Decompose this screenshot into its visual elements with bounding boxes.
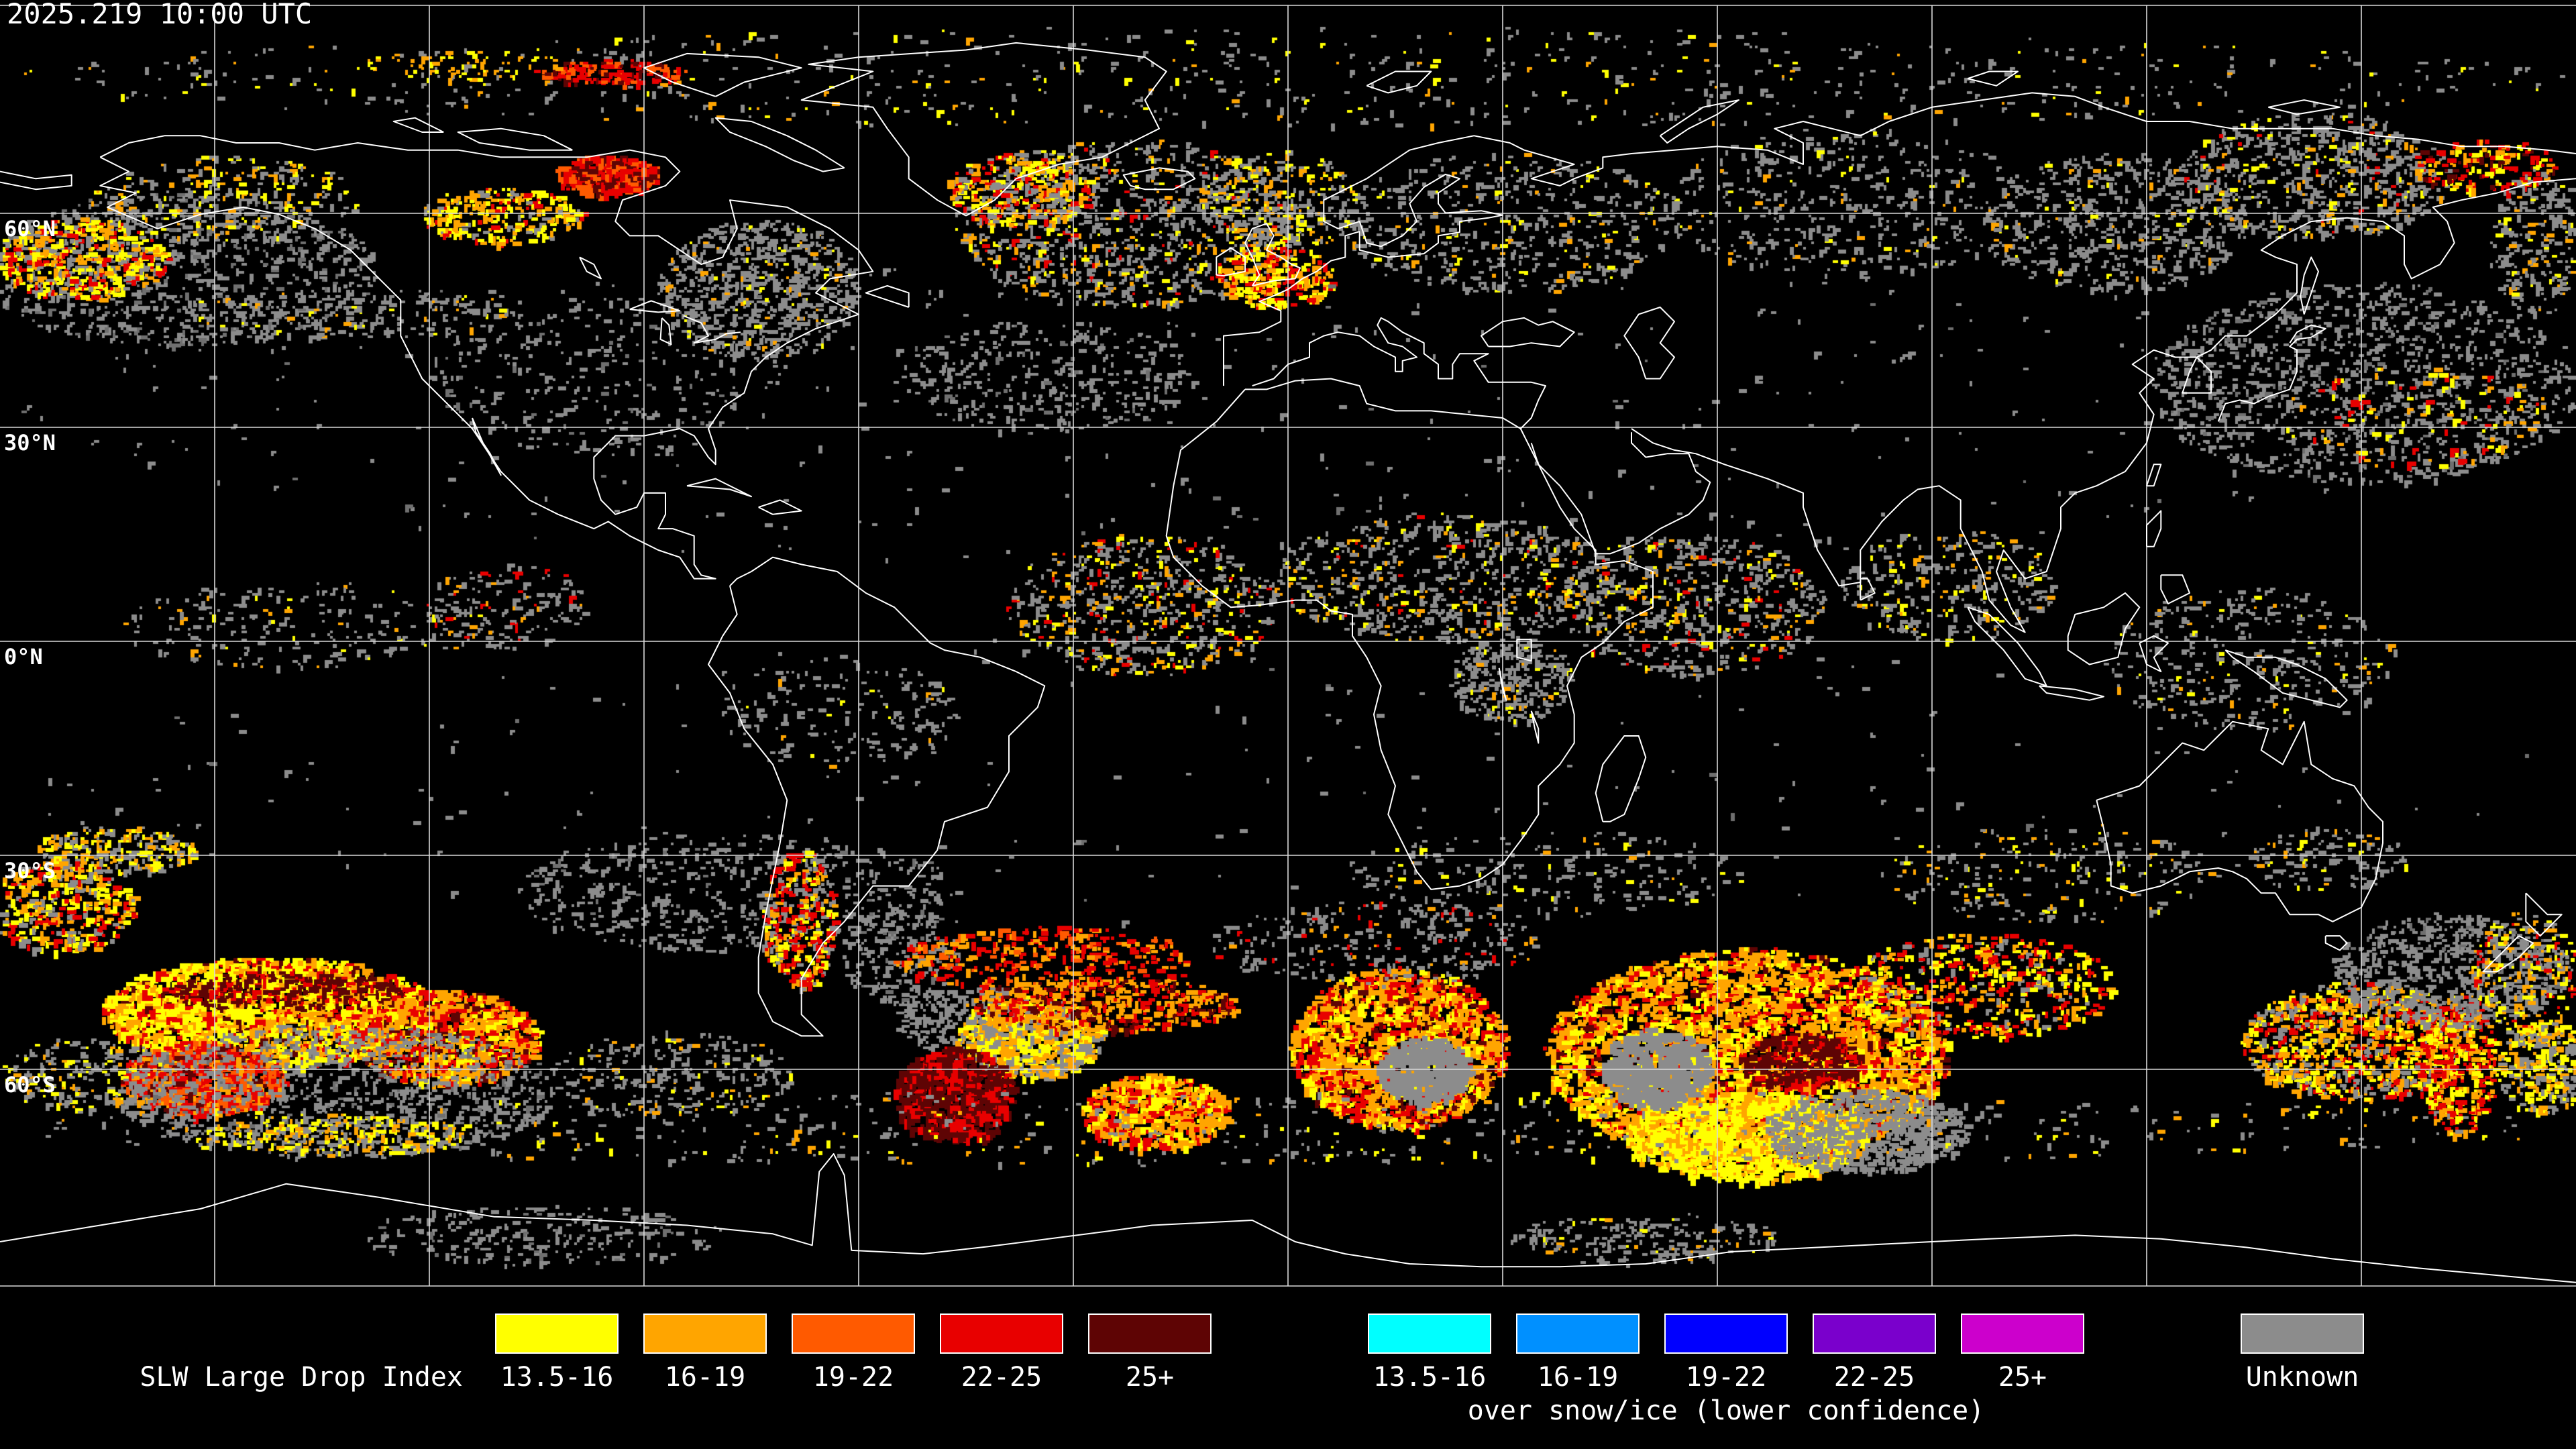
coastline-iceland [1122, 167, 1196, 191]
legend-swatch-standard-25+ [1088, 1313, 1212, 1354]
legend-range-standard-16-19: 16-19 [664, 1362, 746, 1393]
coastline-black-sea [1481, 317, 1575, 347]
coastline-hispaniola [758, 499, 802, 515]
coastline-newfoundland [865, 285, 910, 308]
legend-range-standard-19-22: 19-22 [812, 1362, 894, 1393]
coastline-sumatra [1967, 606, 2047, 687]
legend-range-snow-ice-16-19: 16-19 [1537, 1362, 1619, 1393]
coastline-lake-superior [629, 300, 681, 313]
legend-range-snow-ice-19-22: 19-22 [1685, 1362, 1767, 1393]
coastline-new-guinea [2224, 649, 2348, 708]
legend-swatch-snow-ice-25+ [1961, 1313, 2084, 1354]
coastline-baffin-island [714, 117, 845, 172]
coastline-asia-east [1631, 178, 2576, 633]
coastline-sri-lanka [1860, 578, 1876, 601]
coastline-lake-winnipeg [579, 256, 602, 280]
coastline-lake-malawi [1530, 710, 1540, 744]
coastline-sulawesi [2139, 635, 2169, 673]
coastline-madagascar [1595, 735, 1647, 822]
coastline-lake-victoria [1516, 639, 1532, 662]
legend-range-snow-ice-13.5-16: 13.5-16 [1373, 1362, 1487, 1393]
legend-swatch-standard-22-25 [940, 1313, 1063, 1354]
coastline-tasmania [2324, 935, 2348, 951]
legend-swatch-snow-ice-13.5-16 [1368, 1313, 1491, 1354]
coastline-new-siberian-islands [2268, 99, 2341, 115]
coastline-borneo [2067, 592, 2141, 665]
lat-label-30n: 30°N [4, 430, 56, 455]
coastline-java [2039, 685, 2104, 701]
legend-snowice-caption: over snow/ice (lower confidence) [1467, 1395, 1985, 1426]
coastline-greenland [800, 42, 1167, 217]
lat-label-0n: 0°N [4, 644, 43, 669]
coastline-japan [2217, 324, 2326, 422]
coastline-luzon [2146, 510, 2162, 547]
coastline-novaya-zemlya [1659, 99, 1739, 144]
coastline-mindanao [2160, 574, 2190, 604]
coastline-ireland [1216, 247, 1246, 277]
coastline-victoria-island [457, 127, 573, 151]
coastline-cuba [686, 478, 752, 498]
legend-swatch-snow-ice-19-22 [1664, 1313, 1788, 1354]
coastline-arabia [1530, 432, 1711, 555]
legend-range-standard-22-25: 22-25 [961, 1362, 1042, 1393]
legend-unknown-label: Unknown [2245, 1362, 2359, 1393]
legend-swatch-snow-ice-22-25 [1813, 1313, 1936, 1354]
legend-swatch-standard-19-22 [792, 1313, 915, 1354]
legend-swatch-standard-16-19 [643, 1313, 767, 1354]
coastline-eurasia-north [1223, 92, 2576, 386]
coastline-lakes-huron-erie-ontario [683, 315, 741, 344]
legend-swatch-unknown [2241, 1313, 2364, 1354]
coastline-ellesmere [643, 52, 802, 97]
coastline-nz-north [2525, 892, 2563, 937]
coastline-banks-island [392, 117, 444, 133]
coastline-taiwan [2146, 464, 2162, 487]
lat-label-60n: 60°N [4, 216, 56, 241]
coastline-australia [2096, 720, 2383, 922]
coastline-sakhalin [2300, 256, 2319, 315]
legend-title: SLW Large Drop Index [140, 1362, 463, 1393]
coastline-levant-anatolia-med [1252, 317, 1546, 429]
legend-swatch-standard-13.5-16 [495, 1313, 619, 1354]
coastline-africa [1165, 378, 1654, 890]
coastline-chukotka [0, 170, 72, 191]
legend-range-snow-ice-25+: 25+ [1998, 1362, 2047, 1393]
coastline-caspian-sea [1623, 307, 1675, 380]
lat-label-60s: 60°S [4, 1072, 56, 1097]
lat-label-30s: 30°S [4, 858, 56, 883]
coastline-antarctica [0, 1153, 2576, 1283]
legend-range-standard-25+: 25+ [1125, 1362, 1175, 1393]
coastline-nz-south [2482, 935, 2534, 973]
timestamp: 2025.219 10:00 UTC [7, 0, 313, 30]
legend-swatch-snow-ice-16-19 [1516, 1313, 1640, 1354]
coastline-lake-tanganyika [1498, 667, 1507, 701]
coastline-north-america [99, 135, 874, 580]
coastline-svalbard [1366, 70, 1432, 94]
legend-range-standard-13.5-16: 13.5-16 [500, 1362, 614, 1393]
coastline-baja [472, 417, 502, 476]
coastline-severnaya-zemlya [1967, 70, 2019, 87]
coastline-south-america [708, 556, 1046, 1037]
coastline-lake-michigan [659, 317, 672, 345]
coastline-uk [1244, 223, 1301, 286]
legend-range-snow-ice-22-25: 22-25 [1833, 1362, 1915, 1393]
